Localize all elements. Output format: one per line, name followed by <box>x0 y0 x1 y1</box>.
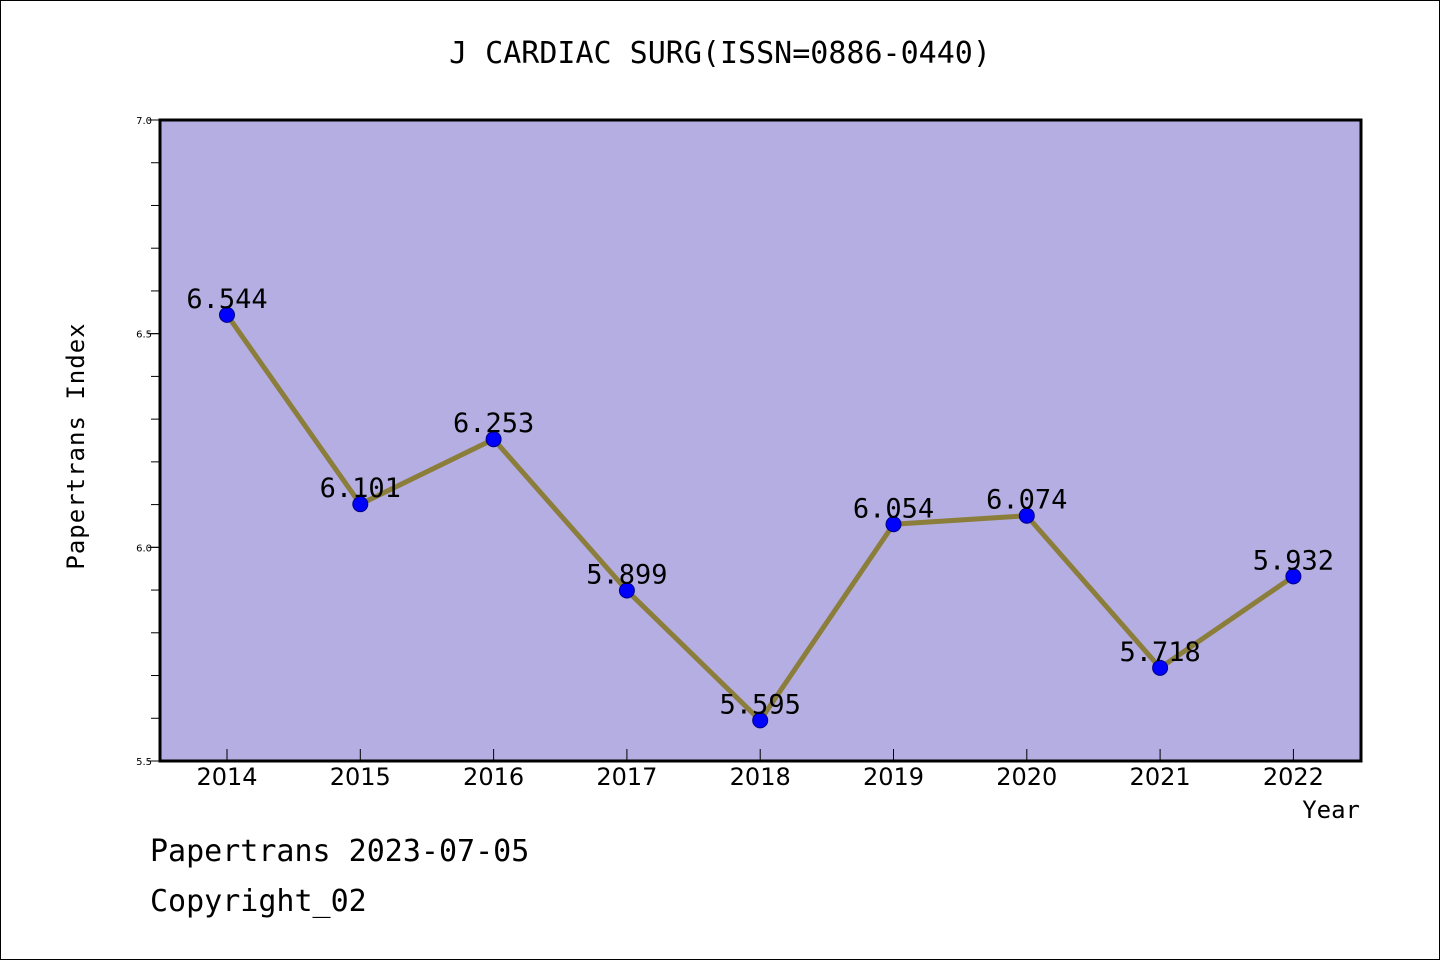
x-tick-label: 2016 <box>463 763 524 791</box>
data-label: 5.899 <box>586 559 667 590</box>
x-axis-label: Year <box>1302 796 1360 824</box>
data-label: 5.595 <box>720 689 801 720</box>
x-axis-ticks: 2014 2015 2016 2017 2018 2019 2020 2021 2022 <box>196 749 1324 791</box>
y-tick-label: 7.0 <box>136 116 152 127</box>
x-tick-label: 2022 <box>1263 763 1324 791</box>
data-point <box>618 582 635 599</box>
data-label: 6.101 <box>320 473 401 504</box>
data-label: 6.253 <box>453 408 534 439</box>
data-label: 6.054 <box>853 493 934 524</box>
x-tick-label: 2020 <box>996 763 1057 791</box>
x-tick-label: 2018 <box>730 763 791 791</box>
data-point <box>1285 568 1302 585</box>
data-point <box>885 516 902 533</box>
data-point <box>219 306 235 323</box>
chart-title: J CARDIAC SURG(ISSN=0886-0440) <box>449 36 991 71</box>
x-tick-label: 2014 <box>196 763 257 791</box>
plot-area <box>160 120 1361 761</box>
data-label: 5.932 <box>1253 545 1334 576</box>
x-tick-label: 2021 <box>1130 763 1191 791</box>
data-label: 6.544 <box>186 284 267 315</box>
y-axis-label: Papertrans Index <box>62 322 90 570</box>
x-tick-label: 2019 <box>863 763 924 791</box>
data-point <box>1152 659 1169 676</box>
data-point <box>1018 507 1035 524</box>
data-point <box>752 712 769 729</box>
data-point <box>352 496 369 513</box>
y-tick-label: 6.0 <box>136 543 152 554</box>
y-axis-ticks: 5.5 6.0 6.5 7.0 <box>136 116 160 768</box>
y-tick-label: 6.5 <box>136 330 152 341</box>
footer-date: Papertrans 2023-07-05 <box>150 834 530 869</box>
plot-border <box>158 118 1363 763</box>
data-point <box>485 431 502 448</box>
data-labels: 6.544 6.101 6.253 5.899 5.595 6.054 6.074 5.718… <box>186 284 1334 721</box>
y-tick-label: 5.5 <box>136 757 152 768</box>
data-markers <box>219 306 1302 729</box>
data-label: 5.718 <box>1119 637 1200 668</box>
data-label: 6.074 <box>986 485 1067 516</box>
x-tick-label: 2017 <box>596 763 657 791</box>
footer-copyright: Copyright_02 <box>150 884 367 919</box>
x-tick-label: 2015 <box>330 763 391 791</box>
